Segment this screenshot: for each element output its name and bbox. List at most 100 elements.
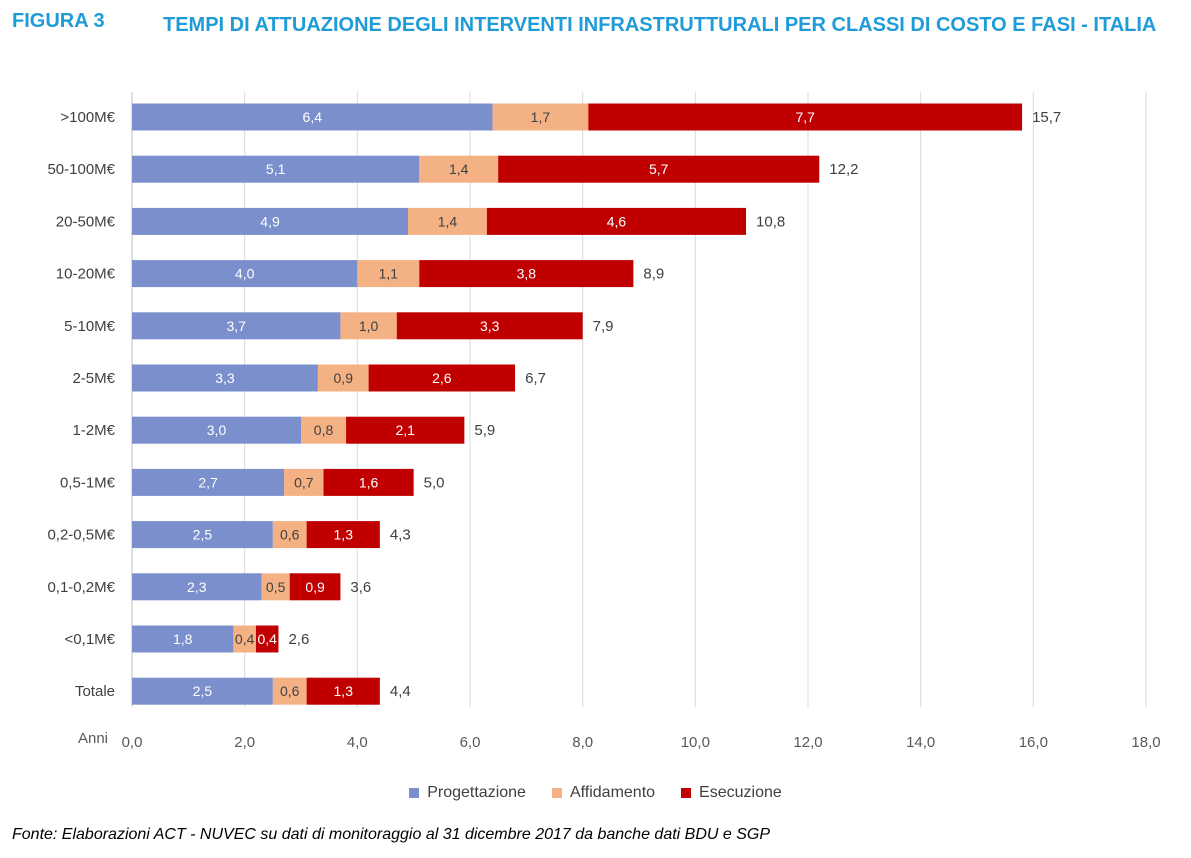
data-label: 0,7 — [294, 474, 314, 490]
bar-progettazione — [132, 364, 318, 392]
total-label: 10,8 — [756, 213, 785, 230]
x-tick-label: 2,0 — [234, 734, 255, 751]
total-label: 5,0 — [424, 474, 445, 491]
bar-esecuzione — [588, 103, 1023, 131]
bar-affidamento — [317, 364, 369, 392]
legend-label-progettazione: Progettazione — [427, 784, 526, 801]
legend-swatch-affidamento — [551, 788, 562, 798]
category-label: >100M€ — [60, 109, 115, 126]
bar-affidamento — [272, 677, 307, 705]
bar-affidamento — [284, 468, 324, 496]
bar-progettazione — [132, 573, 262, 601]
x-tick-label: 10,0 — [681, 734, 710, 751]
bar-esecuzione — [255, 625, 279, 653]
legend-item-esecuzione: Esecuzione — [681, 784, 782, 802]
total-label: 6,7 — [525, 370, 546, 387]
bar-progettazione — [132, 677, 273, 705]
bar-affidamento — [301, 416, 347, 444]
data-label: 3,8 — [517, 266, 537, 282]
total-label: 4,3 — [390, 527, 411, 544]
bar-affidamento — [492, 103, 589, 131]
category-label: 2-5M€ — [72, 370, 115, 387]
data-label: 2,7 — [198, 474, 218, 490]
bar-esecuzione — [306, 521, 380, 549]
x-tick-label: 8,0 — [572, 734, 593, 751]
data-label: 0,6 — [280, 527, 300, 543]
category-label: 20-50M€ — [56, 213, 116, 230]
data-label: 0,5 — [266, 579, 286, 595]
bar-esecuzione — [323, 468, 414, 496]
bar-affidamento — [408, 207, 487, 235]
bar-progettazione — [132, 468, 285, 496]
data-label: 6,4 — [303, 109, 323, 125]
bar-esecuzione — [346, 416, 465, 444]
x-tick-label: 16,0 — [1019, 734, 1048, 751]
data-label: 4,9 — [260, 213, 280, 229]
bar-affidamento — [340, 312, 397, 340]
legend-label-esecuzione: Esecuzione — [699, 784, 782, 801]
legend-swatch-esecuzione — [681, 788, 692, 798]
bar-progettazione — [132, 155, 420, 183]
figure-title: TEMPI DI ATTUAZIONE DEGLI INTERVENTI INF… — [163, 14, 1157, 36]
bar-progettazione — [132, 260, 358, 288]
total-label: 8,9 — [643, 266, 664, 283]
stacked-bar-chart: 0,0 2,0 4,0 6,0 8,0 10,0 12,0 14,0 16,0 18,0 Anni >… — [47, 92, 1161, 751]
bar-affidamento — [419, 155, 499, 183]
category-label: 0,1-0,2M€ — [47, 579, 115, 596]
bar-progettazione — [132, 625, 234, 653]
legend-item-affidamento: Affidamento — [551, 784, 656, 802]
total-label: 7,9 — [593, 318, 614, 335]
data-label: 5,1 — [266, 161, 286, 177]
bar-esecuzione — [419, 260, 634, 288]
bar-progettazione — [132, 416, 301, 444]
legend-label-affidamento: Affidamento — [569, 784, 656, 801]
data-label: 2,6 — [432, 370, 452, 386]
bar-affidamento — [357, 260, 420, 288]
bar-affidamento — [272, 521, 307, 549]
data-label: 2,1 — [395, 422, 415, 438]
x-axis-label: Anni — [78, 730, 108, 747]
data-label: 7,7 — [795, 109, 815, 125]
total-label: 2,6 — [288, 631, 309, 648]
data-label: 0,4 — [235, 631, 255, 647]
data-label: 2,3 — [187, 579, 207, 595]
bar-affidamento — [233, 625, 256, 653]
category-label: 0,5-1M€ — [60, 474, 116, 491]
data-label: 1,6 — [359, 474, 379, 490]
data-label: 2,5 — [193, 683, 213, 699]
category-label: 5-10M€ — [64, 318, 116, 335]
total-label: 4,4 — [390, 683, 411, 700]
data-label: 3,3 — [215, 370, 235, 386]
legend-item-progettazione: Progettazione — [409, 784, 526, 802]
bar-progettazione — [132, 207, 409, 235]
category-label: 10-20M€ — [56, 266, 116, 283]
bar-esecuzione — [498, 155, 820, 183]
total-label: 15,7 — [1032, 109, 1061, 126]
data-label: 0,9 — [305, 579, 325, 595]
category-label: <0,1M€ — [65, 631, 116, 648]
category-label: 0,2-0,5M€ — [47, 527, 115, 544]
data-label: 4,6 — [607, 213, 627, 229]
bar-esecuzione — [306, 677, 380, 705]
data-label: 1,8 — [173, 631, 193, 647]
data-label: 3,3 — [480, 318, 500, 334]
data-label: 3,7 — [226, 318, 246, 334]
chart-legend: Progettazione Affidamento Esecuzione — [0, 784, 1191, 802]
bar-esecuzione — [396, 312, 583, 340]
total-label: 5,9 — [474, 422, 495, 439]
total-label: 3,6 — [350, 579, 371, 596]
source-note: Fonte: Elaborazioni ACT - NUVEC su dati … — [12, 826, 771, 843]
x-tick-label: 14,0 — [906, 734, 935, 751]
x-tick-label: 4,0 — [347, 734, 368, 751]
data-label: 1,4 — [438, 213, 458, 229]
data-label: 0,9 — [334, 370, 354, 386]
bar-affidamento — [261, 573, 290, 601]
data-label: 1,0 — [359, 318, 379, 334]
data-label: 0,4 — [257, 631, 277, 647]
data-label: 0,8 — [314, 422, 334, 438]
bar-esecuzione — [289, 573, 341, 601]
bar-esecuzione — [368, 364, 516, 392]
figure-label: FIGURA 3 — [12, 10, 105, 32]
total-label: 12,2 — [829, 161, 858, 178]
data-label: 1,3 — [334, 527, 354, 543]
